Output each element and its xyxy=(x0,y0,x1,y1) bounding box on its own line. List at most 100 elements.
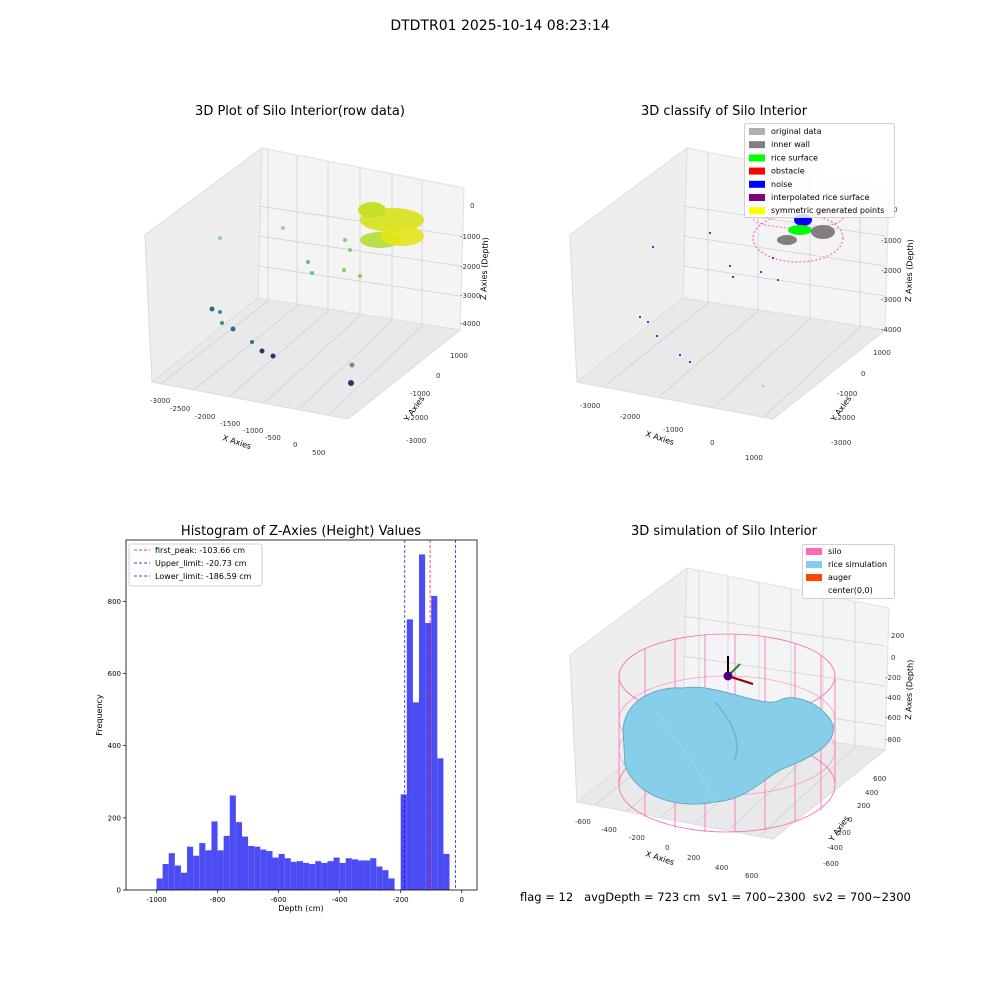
z-tick: 0 xyxy=(470,202,474,210)
legend-swatch xyxy=(806,548,822,555)
histogram-bar xyxy=(284,858,291,890)
x-tick-label: -600 xyxy=(271,896,287,904)
histogram-bar xyxy=(425,622,432,890)
z-tick: -200 xyxy=(885,674,901,682)
z-tick-labels: 200 0 -200 -400 -600 -800 xyxy=(885,632,904,744)
histogram-bar xyxy=(357,860,365,890)
y-tick: 200 xyxy=(857,802,870,810)
y-tick-label: 200 xyxy=(108,814,121,822)
x-tick: 600 xyxy=(745,872,758,880)
histogram-bar xyxy=(199,843,206,890)
y-tick-label: 400 xyxy=(108,742,121,750)
panel2-title: 3D classify of Silo Interior xyxy=(640,104,808,119)
z-axis-label: Z Axies (Depth) xyxy=(904,239,915,302)
histogram-bar xyxy=(241,836,249,890)
histogram-bar xyxy=(376,866,383,890)
status-footer: flag = 12 avgDepth = 723 cm sv1 = 700~23… xyxy=(520,890,911,904)
legend-label: rice surface xyxy=(771,153,818,162)
z-tick: -4000 xyxy=(881,326,901,334)
x-tick: -2000 xyxy=(620,413,640,421)
panel4-title: 3D simulation of Silo Interior xyxy=(631,524,817,539)
histogram-bar xyxy=(309,864,316,890)
histogram-bar xyxy=(327,861,334,890)
histogram-bar xyxy=(180,872,188,890)
z-tick: -400 xyxy=(885,694,901,702)
histogram-bar xyxy=(431,595,438,890)
histogram-bar xyxy=(272,857,279,890)
threshold-lines xyxy=(404,540,456,890)
z-tick: -600 xyxy=(885,714,901,722)
x-tick-label: -400 xyxy=(332,896,348,904)
legend-label: inner wall xyxy=(771,140,810,149)
y-axis-label: Frequency xyxy=(95,694,104,736)
legend-swatch xyxy=(806,587,822,594)
histogram-bar xyxy=(437,758,444,890)
z-tick: -3000 xyxy=(881,296,901,304)
x-tick: -600 xyxy=(575,818,591,826)
x-axis-label: X Axies xyxy=(644,849,675,867)
x-tick-label: 0 xyxy=(460,896,464,904)
y-tick: 0 xyxy=(861,370,865,378)
z-axis-label: Z Axes (Depth) xyxy=(904,660,915,721)
z-tick-labels: 0 -1000 -2000 -3000 -4000 xyxy=(460,202,480,328)
x-axis-label: Depth (cm) xyxy=(278,904,323,913)
y-tick-labels: -600 -400 -200 0 200 400 600 xyxy=(823,775,886,868)
x-tick: -1000 xyxy=(243,427,263,435)
legend-swatch xyxy=(749,207,765,215)
histogram-bar xyxy=(266,851,273,890)
histogram-bar xyxy=(315,861,322,890)
histogram-bar xyxy=(254,846,261,890)
x-tick: -3000 xyxy=(580,402,600,410)
legend-label: auger xyxy=(828,573,852,582)
histogram-bar xyxy=(303,862,310,890)
y-ticks: 0 200 400 600 800 xyxy=(108,598,126,895)
histogram-bars xyxy=(156,554,450,890)
histogram-bar xyxy=(248,845,255,890)
x-tick: -2000 xyxy=(195,413,215,421)
x-tick: 500 xyxy=(312,449,325,457)
y-tick-label: 0 xyxy=(117,887,121,895)
y-tick: 400 xyxy=(865,789,878,797)
grid-lines xyxy=(161,150,461,415)
z-tick: -1000 xyxy=(460,233,480,241)
histogram-bar xyxy=(260,849,267,890)
z-tick-labels: 0 -1000 -2000 -3000 -4000 xyxy=(881,206,901,334)
y-tick: -200 xyxy=(835,829,851,837)
z-tick: -2000 xyxy=(460,263,480,271)
legend-label: Upper_limit: -20.73 cm xyxy=(155,559,247,568)
z-tick: -4000 xyxy=(460,320,480,328)
legend-swatch xyxy=(749,128,765,135)
legend-label: rice simulation xyxy=(828,560,887,569)
z-tick: -800 xyxy=(885,736,901,744)
x-tick-label: -1000 xyxy=(146,896,166,904)
histogram-bar xyxy=(229,795,236,890)
classify-legend: original data inner wall rice surface obsta… xyxy=(744,123,895,218)
histogram-bar xyxy=(419,554,426,890)
histogram-bar xyxy=(278,853,285,890)
legend-swatch xyxy=(806,574,822,581)
legend-label: silo xyxy=(828,547,842,556)
histogram-bar xyxy=(388,878,395,890)
z-tick: -2000 xyxy=(881,267,901,275)
z-tick: 200 xyxy=(891,632,904,640)
histogram-bar xyxy=(412,702,420,890)
histogram-bar xyxy=(168,853,175,890)
x-tick: -1500 xyxy=(220,420,240,428)
auger-axes xyxy=(723,656,754,685)
z-tick: 0 xyxy=(893,206,897,214)
z-axis-label: Z Axies (Depth) xyxy=(479,237,490,300)
z-tick: -1000 xyxy=(881,237,901,245)
x-tick-label: -800 xyxy=(210,896,226,904)
histogram-bar xyxy=(351,859,358,890)
histogram-bar xyxy=(205,850,212,890)
histogram-bar xyxy=(406,619,413,890)
x-tick: 0 xyxy=(293,441,297,449)
panel1-title: 3D Plot of Silo Interior(row data) xyxy=(195,104,405,119)
histogram-bar xyxy=(235,822,242,890)
simulation-3d-plot: -600 -400 -200 0 200 400 600 -600 -400 -… xyxy=(569,566,915,880)
histogram-bar xyxy=(211,821,218,890)
x-tick: -500 xyxy=(265,434,281,442)
histogram-bar xyxy=(382,870,389,890)
histogram-bar xyxy=(156,878,163,890)
legend-label: first_peak: -103.66 cm xyxy=(155,546,245,555)
